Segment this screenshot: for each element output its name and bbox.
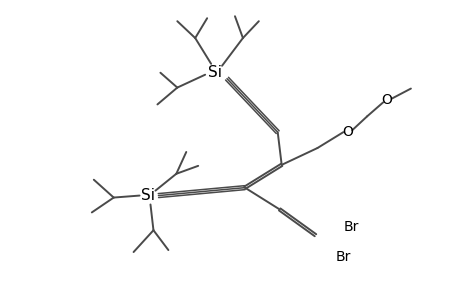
Text: Br: Br — [335, 250, 350, 264]
Text: Si: Si — [141, 188, 155, 203]
Text: Br: Br — [342, 220, 358, 234]
Text: Si: Si — [207, 65, 222, 80]
Text: O: O — [341, 125, 352, 139]
Text: O: O — [381, 94, 392, 107]
